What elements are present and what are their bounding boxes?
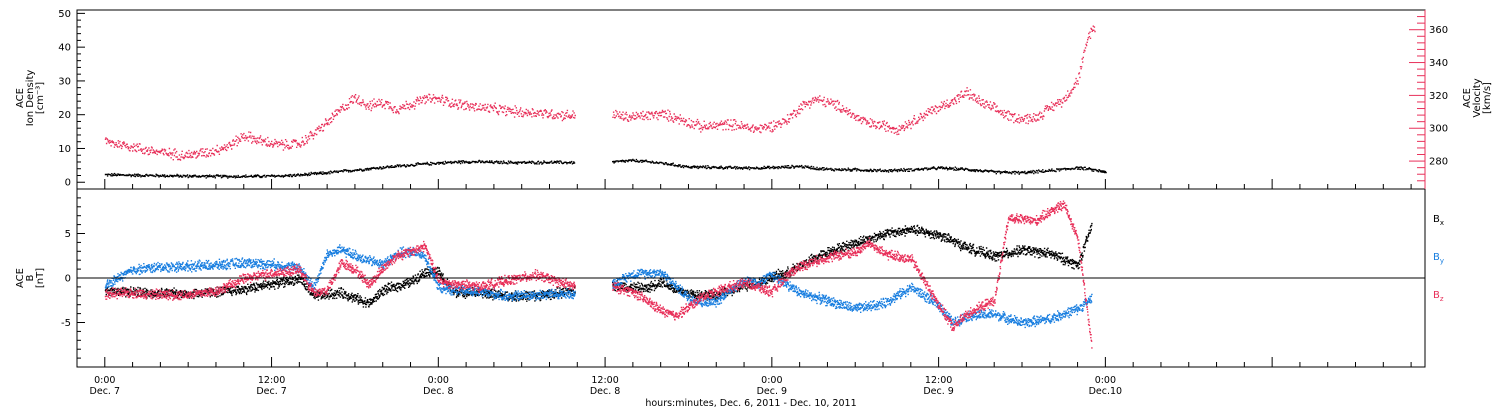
velocity-axis-title: ACE Velocity [km/s] [1462, 78, 1493, 117]
top-right-tick-label: 300 [1429, 124, 1448, 135]
ion-density-axis-title-line: [cm⁻³] [35, 82, 46, 114]
x-tick-time-label: 0:00 [1095, 375, 1116, 386]
top-left-tick-label: 20 [58, 110, 71, 121]
x-tick-day-label: Dec. 9 [757, 386, 787, 397]
ion-density-axis-title: ACE Ion Density [cm⁻³] [15, 70, 46, 127]
x-tick-time-label: 0:00 [94, 375, 115, 386]
bottom-tick-label: 0 [65, 274, 71, 285]
by-points [104, 244, 1093, 329]
velocity-axis-title-line: ACE [1462, 88, 1473, 108]
bottom-tick-label: -5 [61, 318, 71, 329]
by-points-marks [104, 244, 1093, 329]
x-tick-time-label: 0:00 [428, 375, 449, 386]
bz-points-marks [104, 200, 1093, 349]
bottom-tick-label: 5 [65, 229, 71, 240]
x-tick-day-label: Dec. 8 [590, 386, 620, 397]
velocity-axis-title-line: [km/s] [1482, 82, 1493, 114]
panel-top-frame [76, 9, 1426, 190]
top-left-tick-label: 10 [58, 144, 71, 155]
top-right-tick-label: 320 [1429, 91, 1448, 102]
bx-points [104, 222, 1093, 308]
magnetic-field-axis-title-line: [nT] [35, 268, 46, 288]
magnetic-field-axis-title: ACE B [nT] [15, 268, 46, 288]
top-left-tick-label: 30 [58, 76, 71, 87]
legend-bx: Bx [1433, 214, 1444, 227]
x-tick-day-label: Dec.10 [1089, 386, 1123, 397]
x-tick-time-label: 12:00 [591, 375, 618, 386]
bx-points-marks [104, 222, 1093, 308]
x-tick-time-label: 0:00 [761, 375, 782, 386]
bz-points [104, 200, 1093, 349]
x-axis-title: hours:minutes, Dec. 6, 2011 - Dec. 10, 2… [645, 398, 856, 409]
ion-density-axis-title-line: Ion Density [25, 70, 36, 127]
legend-bz: Bz [1433, 290, 1444, 303]
x-tick-day-label: Dec. 9 [923, 386, 953, 397]
legend-by: By [1433, 252, 1444, 265]
velocity-axis-title-line: Velocity [1472, 78, 1483, 117]
x-tick-day-label: Dec. 7 [256, 386, 286, 397]
x-tick-time-label: 12:00 [925, 375, 952, 386]
ion-density-axis-title-line: ACE [15, 88, 26, 108]
x-tick-time-label: 12:00 [258, 375, 285, 386]
top-right-tick-label: 280 [1429, 157, 1448, 168]
x-tick-day-label: Dec. 7 [90, 386, 120, 397]
top-left-tick-label: 0 [65, 178, 71, 189]
velocity-points-marks [104, 25, 1096, 161]
top-left-tick-label: 40 [58, 43, 71, 54]
magnetic-field-axis-title-line: ACE [15, 268, 26, 288]
ion-density-points-marks [104, 158, 1107, 179]
x-tick-day-label: Dec. 8 [423, 386, 453, 397]
top-left-tick-label: 50 [58, 9, 71, 20]
ion-density-points [104, 158, 1107, 179]
magnetic-field-axis-title-line: B [25, 274, 36, 281]
top-right-tick-label: 340 [1429, 58, 1448, 69]
top-right-tick-label: 360 [1429, 25, 1448, 36]
velocity-points [104, 25, 1096, 161]
